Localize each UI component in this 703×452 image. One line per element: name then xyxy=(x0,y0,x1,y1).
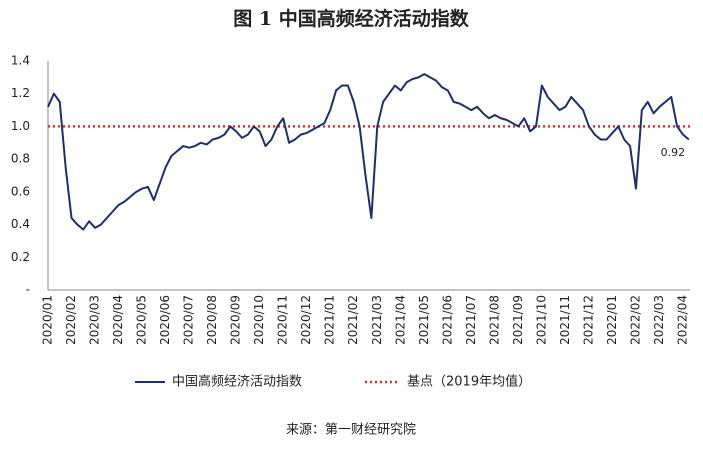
x-tick-label: 2020/12 xyxy=(299,295,313,345)
x-tick-label: 2021/09 xyxy=(511,295,525,345)
y-tick-label: - xyxy=(26,283,30,297)
annotation: 0.92 xyxy=(661,146,686,159)
x-tick-label: 2021/02 xyxy=(346,295,360,345)
x-tick-label: 2021/11 xyxy=(558,295,572,345)
x-tick-label: 2021/05 xyxy=(417,295,431,345)
legend-label: 中国高频经济活动指数 xyxy=(172,374,302,390)
y-tick-label: 1.4 xyxy=(11,54,30,68)
x-tick-label: 2020/01 xyxy=(41,295,55,345)
x-tick-label: 2021/10 xyxy=(534,295,548,345)
x-tick-label: 2020/08 xyxy=(205,295,219,345)
x-tick-label: 2020/07 xyxy=(182,295,196,345)
y-tick-label: 0.6 xyxy=(11,184,30,198)
x-tick-label: 2020/11 xyxy=(276,295,290,345)
y-tick-label: 1.2 xyxy=(11,86,30,100)
x-tick-label: 2021/08 xyxy=(487,295,501,345)
source: 来源：第一财经研究院 xyxy=(286,423,416,438)
y-tick-label: 0.8 xyxy=(11,152,30,166)
y-tick-label: 0.4 xyxy=(11,217,30,231)
x-tick-label: 2020/04 xyxy=(111,295,125,345)
x-tick-label: 2020/06 xyxy=(158,295,172,345)
x-tick-label: 2021/12 xyxy=(581,295,595,345)
x-tick-label: 2020/03 xyxy=(88,295,102,345)
x-tick-label: 2021/06 xyxy=(440,295,454,345)
x-tick-label: 2021/03 xyxy=(370,295,384,345)
x-tick-label: 2022/03 xyxy=(652,295,666,345)
x-tick-label: 2021/04 xyxy=(393,295,407,345)
x-tick-label: 2020/10 xyxy=(252,295,266,345)
series-line xyxy=(47,73,690,231)
x-tick-label: 2022/04 xyxy=(676,295,690,345)
y-tick-label: 1.0 xyxy=(11,119,30,133)
x-tick-label: 2022/02 xyxy=(628,295,642,345)
chart-title: 图 1 中国高频经济活动指数 xyxy=(233,7,469,30)
legend-label: 基点（2019年均值） xyxy=(407,374,531,390)
x-tick-label: 2021/07 xyxy=(464,295,478,345)
x-tick-label: 2022/01 xyxy=(605,295,619,345)
x-tick-label: 2020/02 xyxy=(64,295,78,345)
x-tick-label: 2020/05 xyxy=(135,295,149,345)
x-tick-label: 2021/01 xyxy=(323,295,337,345)
y-tick-label: 0.2 xyxy=(11,250,30,264)
x-tick-label: 2020/09 xyxy=(229,295,243,345)
